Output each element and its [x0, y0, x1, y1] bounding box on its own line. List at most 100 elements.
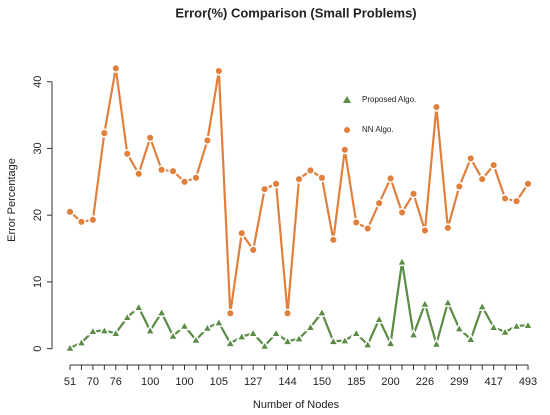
point: [121, 311, 134, 322]
point: [260, 184, 270, 194]
point: [317, 173, 327, 183]
point: [168, 166, 178, 176]
y-tick-label: 20: [32, 209, 44, 221]
legend-marker: [344, 127, 350, 133]
point: [350, 327, 363, 338]
point: [247, 327, 259, 338]
point: [88, 215, 98, 225]
point: [111, 63, 121, 73]
point: [454, 181, 464, 192]
y-tick-label: 10: [32, 276, 44, 288]
point: [270, 327, 282, 338]
point: [144, 324, 156, 335]
point: [430, 337, 443, 349]
x-tick-label: 51: [64, 376, 76, 388]
point: [363, 223, 373, 234]
point: [283, 308, 293, 318]
point: [327, 335, 340, 346]
point: [304, 321, 317, 332]
point: [76, 217, 86, 227]
point: [294, 174, 304, 184]
x-tick-label: 226: [416, 376, 434, 388]
point: [499, 325, 511, 337]
point: [293, 332, 305, 343]
point: [178, 319, 191, 331]
point: [339, 334, 351, 345]
point: [110, 327, 122, 338]
point: [214, 66, 224, 76]
point: [157, 165, 167, 175]
point: [397, 207, 407, 218]
x-tick-label: 100: [175, 376, 193, 388]
point: [477, 174, 487, 184]
point: [213, 316, 225, 327]
point: [442, 296, 454, 307]
point: [466, 153, 476, 163]
point: [453, 322, 466, 333]
x-tick-label: 200: [381, 376, 399, 388]
point: [75, 336, 88, 347]
point: [65, 207, 75, 217]
point: [179, 177, 190, 187]
point: [155, 306, 168, 317]
point: [328, 235, 338, 245]
x-tick-label: 76: [110, 376, 122, 388]
point: [258, 339, 271, 351]
legend-label: Proposed Algo.: [362, 95, 416, 104]
point: [443, 223, 453, 233]
x-tick-label: 417: [484, 376, 502, 388]
point: [361, 338, 374, 349]
point: [305, 165, 316, 176]
y-tick-label: 0: [32, 346, 44, 352]
point: [396, 255, 408, 267]
point: [476, 300, 488, 311]
point: [351, 217, 361, 228]
chart-title: Error(%) Comparison (Small Problems): [175, 5, 416, 20]
point: [167, 329, 179, 341]
y-tick-label: 40: [32, 76, 44, 88]
point: [523, 179, 533, 189]
point: [386, 173, 396, 184]
point: [512, 196, 522, 206]
x-tick-label: 127: [244, 376, 262, 388]
point: [201, 321, 214, 333]
x-axis-label: Number of Nodes: [253, 399, 340, 411]
x-tick-label: 185: [347, 376, 365, 388]
point: [132, 301, 145, 312]
point: [500, 193, 510, 204]
point: [225, 308, 235, 318]
point: [87, 325, 99, 336]
point: [122, 149, 132, 159]
point: [190, 333, 202, 345]
point: [98, 324, 111, 335]
point: [340, 145, 350, 155]
x-tick-label: 299: [450, 376, 468, 388]
point: [202, 135, 212, 145]
point: [224, 337, 237, 348]
point: [373, 313, 385, 324]
y-axis-label: Error Percentage: [6, 158, 18, 242]
point: [64, 341, 76, 353]
x-tick-label: 70: [87, 376, 99, 388]
point: [235, 330, 248, 341]
x-tick-label: 105: [210, 376, 228, 388]
point: [281, 335, 294, 346]
point: [145, 133, 155, 143]
point: [384, 337, 397, 348]
point: [464, 333, 477, 344]
point: [407, 328, 420, 339]
point: [237, 228, 247, 238]
legend-label: NN Algo.: [362, 125, 394, 134]
point: [271, 179, 281, 189]
point: [316, 306, 328, 317]
point: [408, 189, 419, 199]
y-tick-label: 30: [32, 142, 44, 154]
point: [420, 225, 430, 236]
point: [99, 128, 109, 138]
point: [510, 319, 523, 331]
point: [191, 173, 201, 183]
legend-marker: [343, 96, 351, 103]
point: [248, 245, 258, 255]
point: [374, 198, 384, 208]
